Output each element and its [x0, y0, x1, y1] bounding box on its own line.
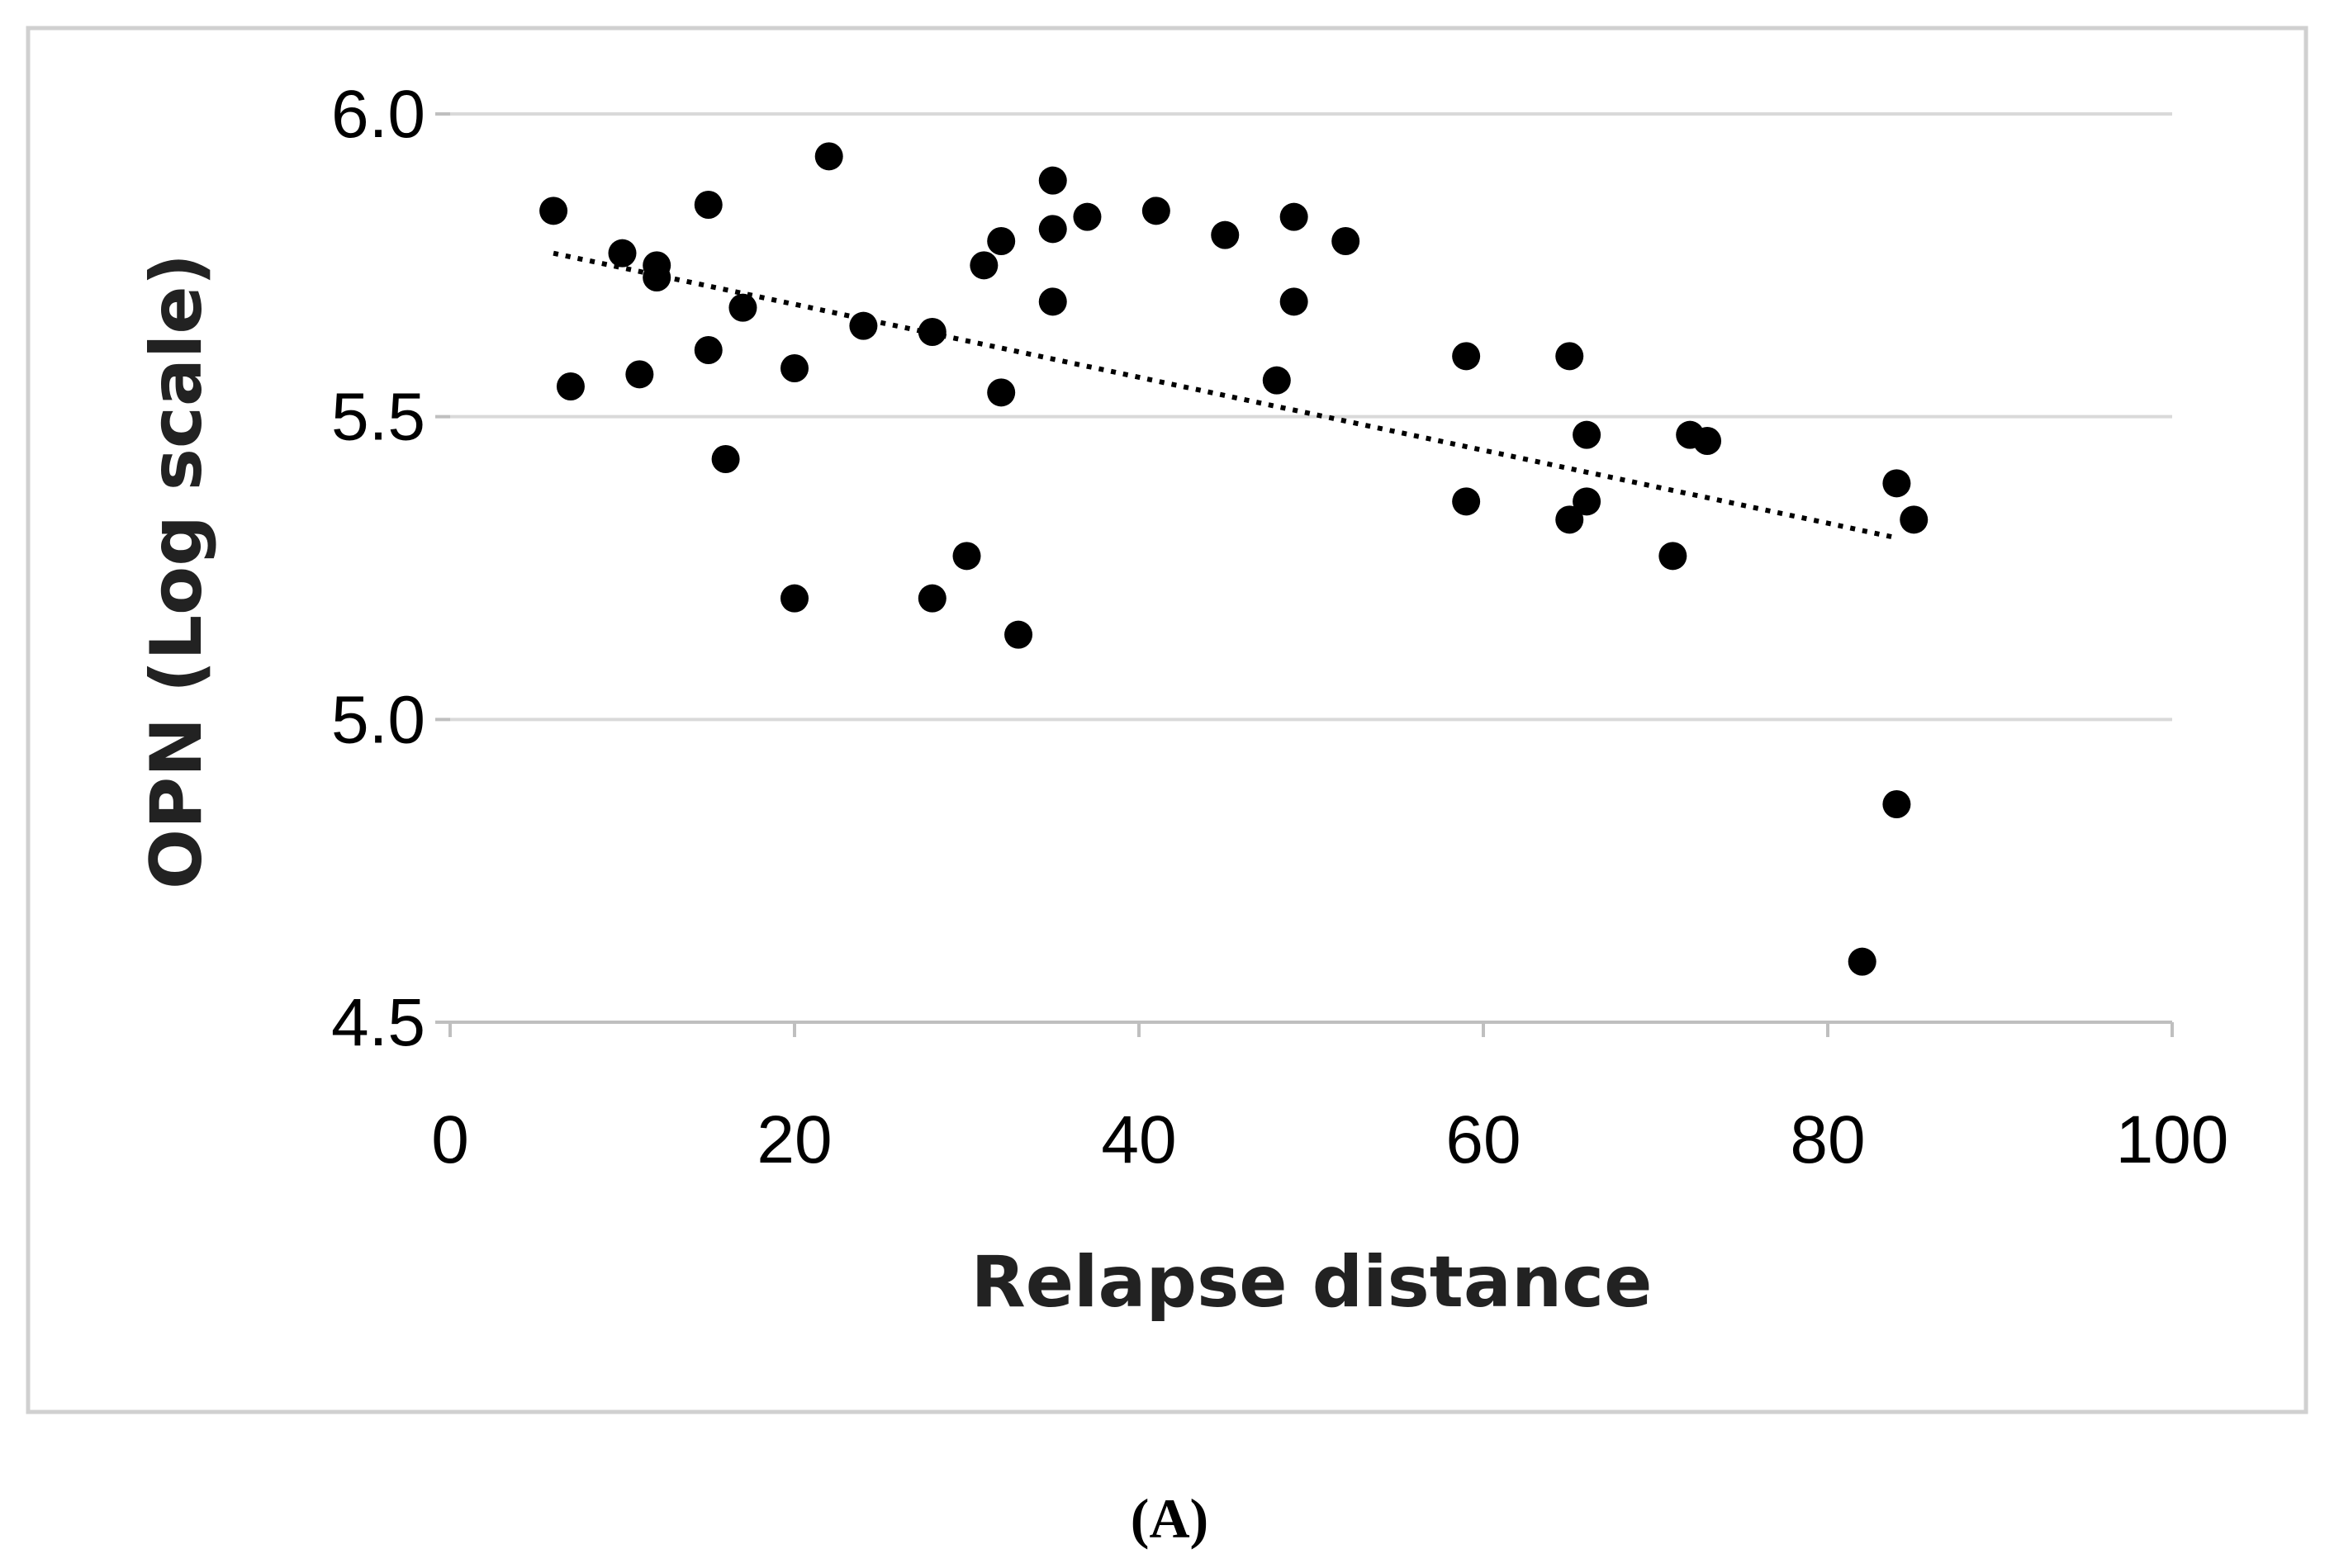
data-point	[1848, 947, 1876, 976]
data-point	[970, 251, 999, 280]
data-point	[1882, 469, 1911, 498]
y-tick-label: 5.5	[331, 380, 425, 455]
x-tick-label: 40	[1101, 1102, 1176, 1177]
y-tick-label: 6.0	[331, 77, 425, 152]
data-point	[608, 239, 637, 268]
data-point	[694, 336, 723, 364]
data-point	[728, 293, 757, 322]
y-tick-label: 4.5	[331, 985, 425, 1060]
data-point	[1573, 420, 1601, 449]
data-point	[1004, 620, 1033, 649]
data-point	[987, 227, 1016, 255]
data-point	[780, 584, 809, 613]
x-tick-label: 100	[2116, 1102, 2229, 1177]
y-axis-ticks: 4.5 5.0 5.5 6.0	[331, 77, 450, 1060]
data-point	[1279, 287, 1308, 316]
data-point	[1279, 202, 1308, 231]
data-point	[556, 372, 585, 400]
data-point	[1882, 790, 1911, 818]
x-axis-ticks: 0 20 40 60 80 100	[431, 1022, 2228, 1177]
data-point	[918, 584, 947, 613]
data-point	[1658, 542, 1687, 571]
x-axis-title: Relapse distance	[971, 1241, 1653, 1324]
data-point	[1038, 166, 1067, 195]
data-point	[711, 445, 740, 473]
x-tick-label: 60	[1445, 1102, 1521, 1177]
y-tick-label: 5.0	[331, 682, 425, 757]
data-point	[643, 263, 671, 291]
data-point	[849, 311, 878, 340]
data-point	[539, 197, 568, 225]
data-point	[1555, 342, 1584, 371]
data-point	[1452, 342, 1481, 371]
data-point	[1555, 505, 1584, 534]
data-point	[1573, 487, 1601, 516]
data-point	[1693, 427, 1722, 455]
data-point	[625, 360, 654, 389]
data-point	[1262, 366, 1291, 395]
gridlines	[450, 112, 2172, 722]
data-point	[1038, 287, 1067, 316]
x-tick-label: 0	[431, 1102, 469, 1177]
data-point	[1073, 202, 1102, 231]
data-point	[918, 318, 947, 346]
x-tick-label: 20	[757, 1102, 832, 1177]
y-axis-title: OPN (Log scale)	[135, 253, 218, 889]
trendline	[553, 250, 1898, 541]
data-point	[987, 378, 1016, 407]
data-point	[1211, 220, 1240, 249]
data-point	[1452, 487, 1481, 516]
data-point	[814, 142, 843, 171]
data-point	[952, 542, 981, 571]
data-point	[780, 354, 809, 382]
data-point	[694, 191, 723, 219]
data-point	[1900, 505, 1929, 534]
data-point	[1038, 215, 1067, 244]
data-point	[1331, 227, 1360, 255]
data-point	[1141, 197, 1170, 225]
x-tick-label: 80	[1790, 1102, 1865, 1177]
panel-label: (A)	[1130, 1487, 1209, 1550]
data-points	[539, 142, 1929, 976]
